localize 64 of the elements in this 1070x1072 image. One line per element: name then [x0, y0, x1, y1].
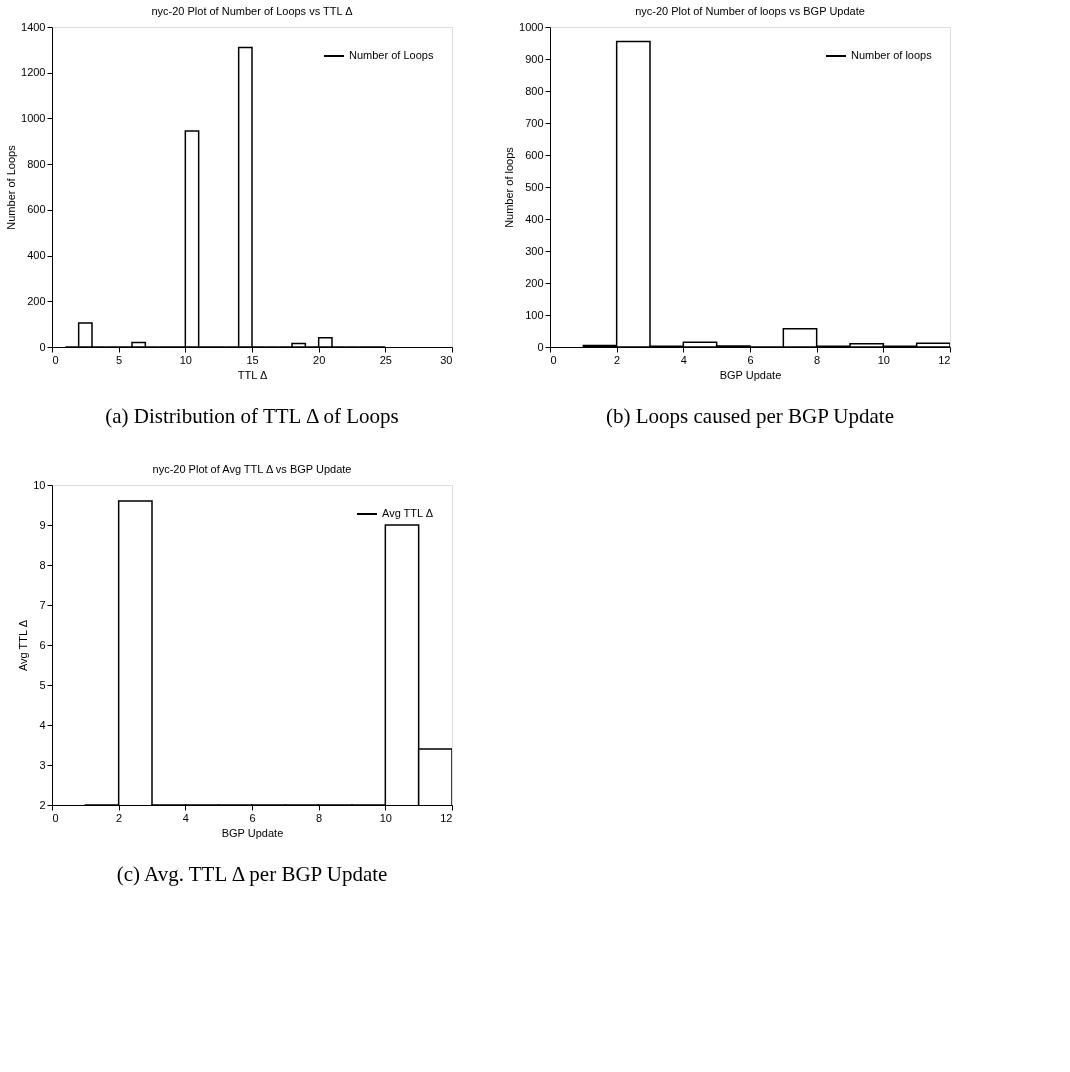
- x-tick-label: 0: [550, 353, 557, 366]
- x-tick-label: 6: [249, 811, 256, 824]
- y-tick-label: 1000: [519, 20, 544, 33]
- x-tick-label: 8: [316, 811, 323, 824]
- y-tick-label: 600: [27, 203, 46, 216]
- y-tick-label: 1400: [21, 20, 46, 33]
- x-tick-label: 20: [313, 353, 326, 366]
- x-tick-label: 8: [814, 353, 821, 366]
- y-tick-label: 900: [525, 52, 544, 65]
- legend-label: Number of Loops: [349, 49, 434, 61]
- x-tick-label: 10: [877, 353, 890, 366]
- y-tick-label: 4: [39, 718, 46, 731]
- x-tick-label: 10: [379, 811, 392, 824]
- y-tick-label: 3: [39, 758, 46, 771]
- x-tick-label: 12: [938, 353, 951, 366]
- x-axis-title: BGP Update: [719, 368, 782, 381]
- x-tick-label: 4: [680, 353, 687, 366]
- y-tick-label: 5: [39, 678, 46, 691]
- x-tick-label: 0: [52, 811, 59, 824]
- text: (a) Distribution of TTL Δ of Loops: [105, 404, 399, 428]
- legend-label: Avg TTL Δ: [382, 507, 434, 519]
- chart-title: nyc-20 Plot of Avg TTL Δ vs BGP Update: [152, 463, 352, 475]
- y-tick-label: 7: [39, 598, 46, 611]
- x-tick-label: 2: [614, 353, 621, 366]
- x-axis-title: BGP Update: [221, 826, 284, 839]
- x-tick-label: 25: [379, 353, 392, 366]
- y-tick-label: 8: [39, 558, 46, 571]
- y-tick-label: 800: [27, 157, 46, 170]
- chart-title: nyc-20 Plot of Number of Loops vs TTL Δ: [151, 5, 354, 17]
- y-tick-label: 300: [525, 244, 544, 257]
- x-tick-label: 5: [116, 353, 123, 366]
- y-tick-label: 500: [525, 180, 544, 193]
- text: (b) Loops caused per BGP Update: [606, 404, 894, 428]
- y-tick-label: 2: [39, 798, 46, 811]
- y-axis-title: Avg TTL Δ: [17, 619, 30, 672]
- x-tick-label: 12: [440, 811, 453, 824]
- x-tick-label: 0: [52, 353, 59, 366]
- y-tick-label: 800: [525, 84, 544, 97]
- y-axis-title: Number of loops: [503, 146, 516, 228]
- x-tick-label: 15: [246, 353, 259, 366]
- y-tick-label: 10: [33, 478, 46, 491]
- chart-title: nyc-20 Plot of Number of loops vs BGP Update: [635, 5, 865, 17]
- y-tick-label: 400: [27, 249, 46, 262]
- x-tick-label: 10: [179, 353, 192, 366]
- x-tick-label: 30: [440, 353, 453, 366]
- x-tick-label: 6: [747, 353, 754, 366]
- y-tick-label: 0: [39, 340, 46, 353]
- y-tick-label: 1000: [21, 111, 46, 124]
- text: (c) Avg. TTL Δ per BGP Update: [116, 862, 388, 886]
- legend-label: Number of loops: [851, 49, 933, 61]
- x-tick-label: 4: [182, 811, 189, 824]
- y-tick-label: 0: [537, 340, 544, 353]
- y-axis-title: Number of Loops: [5, 144, 18, 230]
- y-tick-label: 6: [39, 638, 46, 651]
- y-tick-label: 700: [525, 116, 544, 129]
- y-tick-label: 9: [39, 518, 46, 531]
- x-axis-title: TTL Δ: [237, 368, 268, 381]
- y-tick-label: 100: [525, 308, 544, 321]
- y-tick-label: 200: [27, 294, 46, 307]
- y-tick-label: 400: [525, 212, 544, 225]
- y-tick-label: 1200: [21, 66, 46, 79]
- y-tick-label: 600: [525, 148, 544, 161]
- y-tick-label: 200: [525, 276, 544, 289]
- x-tick-label: 2: [116, 811, 123, 824]
